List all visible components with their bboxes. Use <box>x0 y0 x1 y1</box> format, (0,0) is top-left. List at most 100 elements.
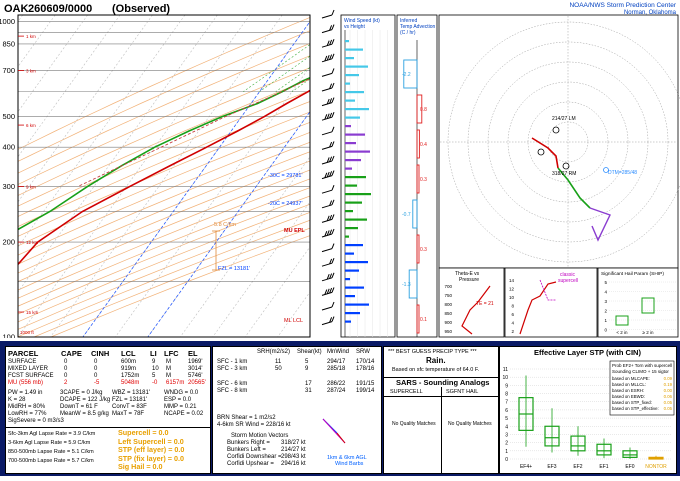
wind-speed-bar <box>345 117 360 119</box>
stp-basis-value: 0.09 <box>664 376 673 381</box>
wind-speed-bar <box>345 295 355 297</box>
stp-tick-label: 9 <box>505 383 508 389</box>
ml-lcl-annotation: ML LCL <box>284 318 303 324</box>
temperature-point <box>237 130 238 131</box>
cape-header: CAPE <box>61 350 82 357</box>
motion-label: Corfidi Upshear = <box>227 461 274 468</box>
srh-header: SRH(m2/s2) <box>257 349 290 356</box>
stp-basis-value: 0.05 <box>664 406 673 411</box>
height-mark-label: 9 km <box>26 185 36 190</box>
ship-title: Significant Hail Param (SHIP) <box>601 271 664 277</box>
wind-speed-bar <box>345 287 364 289</box>
temperature-point <box>129 186 130 187</box>
temperature-point <box>286 103 287 104</box>
stp-category-label: EF1 <box>599 464 608 470</box>
li-header: LI <box>150 350 157 357</box>
ship-xlabel-small: < 2 in <box>616 330 628 335</box>
theta-pressure-tick: 700 <box>444 284 452 289</box>
wind-speed-bar <box>345 185 357 187</box>
stp-basis-label: based on STP_effective: <box>612 406 659 411</box>
kinematics-panel: SRH(m2/s2) Shear(kt) MnWind SRW SFC - 1 … <box>212 346 382 474</box>
wind-speed-bar <box>345 236 349 238</box>
parcel-cell: 20565' <box>188 380 206 387</box>
station-id: OAK <box>4 3 29 15</box>
wind-speed-bar <box>345 193 371 195</box>
stp-tick-label: 4 <box>505 424 508 430</box>
parcel-stat: NCAPE = 0.02 <box>164 411 203 418</box>
theta-pressure-tick: 800 <box>444 302 452 307</box>
height-mark-label: 15 km <box>26 310 39 315</box>
stp-basis-label: based on MLLCL: <box>612 382 646 387</box>
wind-speed-bar <box>345 83 350 85</box>
wind-speed-bar <box>345 91 364 93</box>
stp-basis-label: based on STP_fixed: <box>612 400 652 405</box>
sfc-annotation: 1000 ft <box>20 330 35 335</box>
theta-pressure-tick: 850 <box>444 311 452 316</box>
shear-header: Shear(kt) <box>297 349 322 356</box>
wind-speed-bar <box>345 57 354 59</box>
wind-speed-bar <box>345 244 363 246</box>
dewpoint-point <box>188 130 189 131</box>
stp-tick-label: 2 <box>505 441 508 447</box>
stp-tick-label: 11 <box>503 367 508 373</box>
storm-relative-panel <box>505 268 597 337</box>
sars-hail-result: No Quality Matches <box>448 421 492 428</box>
temperature-point <box>170 165 171 166</box>
parcel-cell: 5048m <box>121 380 139 387</box>
wind-speed-bar <box>345 321 351 323</box>
theta-pressure-tick: 950 <box>444 329 452 334</box>
stp-category-label: EF0 <box>625 464 634 470</box>
sr-tick-label: 14 <box>509 278 515 283</box>
stp-basis-label: based on EBWD: <box>612 394 645 399</box>
stp-prob-line2: Sounding CLIMO + 15 sigtor <box>612 369 669 374</box>
sr-wind-4-6km: 4-6km SR Wind = 228/16 kt <box>217 422 291 429</box>
stp-tick-label: 3 <box>505 432 508 438</box>
height-mark-label: 3 km <box>26 69 36 74</box>
dewpoint-point <box>49 211 50 212</box>
lapse-rate: Sfc-3km Agl Lapse Rate = 3.9 C/km <box>8 431 95 438</box>
composite-index: Supercell = 0.0 <box>118 429 169 436</box>
height-mark-label: 6 km <box>26 123 36 128</box>
wind-note-2: Wind Barbs <box>335 461 363 468</box>
wind-speed-bar <box>345 134 365 136</box>
wind-speed-bar <box>345 40 349 42</box>
pressure-tick-label: 700 <box>2 66 15 75</box>
composite-index: STP (eff layer) = 0.0 <box>118 446 184 453</box>
parcel-stat: SigSevere = 0 m3/s3 <box>8 418 64 425</box>
minus20-annotation: -20C = 24937' <box>268 201 303 207</box>
parcel-divider <box>6 427 210 428</box>
wind-speed-bar <box>345 125 351 127</box>
parcel-cell: 2 <box>64 380 67 387</box>
kinematics-cell: 285/18 <box>327 366 345 373</box>
ship-xlabel-large: ≥ 2 in <box>643 330 654 335</box>
wind-speed-bar <box>345 304 369 306</box>
wind-speed-bar <box>345 219 367 221</box>
wind-speed-bar <box>345 168 352 170</box>
sars-header-divider <box>384 396 498 397</box>
hodograph-panel <box>439 15 678 268</box>
lapse-rate-annotation: 5.8 C/km <box>214 222 236 228</box>
parcel-stat: MaxT = 78F <box>112 411 144 418</box>
wbz-annotation: -30C = 29781' <box>268 173 303 179</box>
sr-label-supercell: supercell <box>558 278 578 284</box>
dewpoint-point <box>222 116 223 117</box>
pressure-tick-label: 850 <box>2 39 15 48</box>
sars-supercell-result: No Quality Matches <box>392 421 436 428</box>
kinematics-cell: 178/16 <box>356 366 374 373</box>
stp-tick-label: 7 <box>505 400 508 406</box>
wind-speed-bar <box>345 159 361 161</box>
dewpoint-point <box>154 147 155 148</box>
mini-wind-shear <box>337 433 345 443</box>
lapse-rate: 3-6km Agl Lapse Rate = 5.9 C/km <box>8 440 90 447</box>
stp-basis-label: based on MLCAPE: <box>612 376 650 381</box>
wind-speed-bar <box>345 151 370 153</box>
parcel-cell: MU (556 mb) <box>8 380 43 387</box>
sars-title: SARS - Sounding Analogs <box>396 379 489 386</box>
wind-speed-bar <box>345 108 369 110</box>
stp-category-label: EF2 <box>573 464 582 470</box>
composite-index: STP (fix layer) = 0.0 <box>118 455 184 462</box>
parcel-cell: 6157m <box>166 380 184 387</box>
dewpoint-point <box>87 186 88 187</box>
